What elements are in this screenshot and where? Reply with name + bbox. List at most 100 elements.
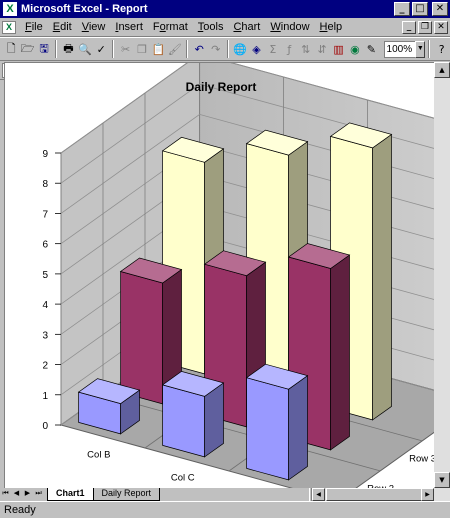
- maximize-button[interactable]: □: [412, 2, 428, 16]
- zoom-input[interactable]: 100%: [383, 40, 416, 58]
- next-sheet-icon[interactable]: ▶: [24, 489, 31, 497]
- menu-edit[interactable]: Edit: [52, 20, 72, 33]
- bar-side: [288, 375, 308, 481]
- open-folder-icon[interactable]: 🗁: [20, 41, 35, 55]
- y-tick-label: 3: [42, 330, 48, 341]
- office-assistant-icon[interactable]: ?: [438, 42, 445, 56]
- bar-top: [77, 378, 141, 404]
- y-tick-label: 5: [42, 270, 48, 281]
- print-preview-icon[interactable]: 🔍: [77, 42, 92, 56]
- bar: [161, 371, 225, 458]
- doc-close-button[interactable]: ✕: [434, 20, 448, 34]
- sort-ascending-icon[interactable]: ⇅: [301, 42, 311, 56]
- copy-icon[interactable]: ❐: [137, 42, 147, 56]
- document-icon[interactable]: X: [2, 20, 16, 34]
- bar-front: [120, 271, 163, 405]
- x-category-label: Col B: [87, 449, 110, 460]
- paste-function-icon[interactable]: ƒ: [287, 42, 292, 56]
- status-text: Ready: [4, 504, 36, 516]
- floor-divider: [102, 394, 381, 472]
- x-category-label: Col C: [171, 472, 195, 483]
- bar-top: [245, 129, 309, 156]
- cut-icon[interactable]: ✂: [121, 42, 131, 56]
- bar-top: [203, 250, 267, 277]
- format-painter-icon[interactable]: 🖌: [167, 42, 182, 56]
- series-depth-label: Row 3: [409, 453, 435, 464]
- standard-toolbar: 🗋 🗁 🖫 🖶 🔍 ✓ ✂ ❐ 📋 🖌 ↶ ↷ 🌐 ◈ Σ ƒ ⇅ ⇵ ▥ ◉ …: [0, 37, 450, 61]
- menu-window[interactable]: Window: [270, 20, 310, 33]
- doc-restore-button[interactable]: ❐: [418, 20, 432, 34]
- bar: [77, 378, 141, 435]
- y-tick-label: 0: [42, 421, 48, 432]
- bar-side: [372, 133, 392, 421]
- tab-daily-report[interactable]: Daily Report: [92, 488, 161, 501]
- menu-tools[interactable]: Tools: [197, 20, 224, 33]
- bar: [245, 363, 309, 481]
- bar-front: [162, 384, 205, 458]
- scroll-up-icon[interactable]: ▲: [434, 62, 450, 78]
- sheet-tabs: Chart1 Daily Report: [47, 488, 161, 501]
- sheet-tab-bar: ⏮ ◀ ▶ ⏭ Chart1 Daily Report ◀ ▶: [0, 488, 450, 501]
- last-sheet-icon[interactable]: ⏭: [35, 489, 42, 497]
- tab-chart1[interactable]: Chart1: [47, 488, 94, 501]
- new-file-icon[interactable]: 🗋: [6, 41, 16, 55]
- drawing-icon[interactable]: ✎: [366, 42, 376, 56]
- menu-format[interactable]: Format: [152, 20, 188, 33]
- y-tick-label: 4: [42, 300, 48, 311]
- bar-front: [246, 377, 289, 481]
- chart-title[interactable]: Daily Report: [186, 80, 257, 94]
- bar-top: [161, 136, 225, 163]
- horizontal-scroll-thumb[interactable]: [326, 488, 423, 501]
- autosum-icon[interactable]: Σ: [269, 42, 277, 56]
- paste-icon[interactable]: 📋: [151, 42, 166, 56]
- y-tick-label: 6: [42, 240, 48, 251]
- web-toolbar-icon[interactable]: ◈: [252, 42, 261, 56]
- map-icon[interactable]: ◉: [350, 42, 360, 56]
- insert-hyperlink-icon[interactable]: 🌐: [233, 42, 247, 56]
- chart-wizard-icon[interactable]: ▥: [333, 42, 344, 56]
- menu-bar: X File Edit View Insert Format Tools Cha…: [0, 18, 450, 37]
- scroll-left-icon[interactable]: ◀: [312, 488, 326, 501]
- bar-top: [119, 257, 183, 284]
- prev-sheet-icon[interactable]: ◀: [13, 489, 20, 497]
- bar-top: [161, 371, 225, 397]
- undo-icon[interactable]: ↶: [194, 42, 204, 56]
- redo-icon[interactable]: ↷: [211, 42, 221, 56]
- first-sheet-icon[interactable]: ⏮: [2, 489, 9, 497]
- bar-top: [287, 243, 351, 269]
- tab-split-handle[interactable]: [309, 488, 313, 501]
- bar-top: [329, 122, 393, 149]
- bar-top: [245, 363, 309, 390]
- bar: [119, 257, 183, 405]
- minimize-button[interactable]: _: [394, 2, 410, 16]
- close-button[interactable]: ✕: [432, 2, 448, 16]
- zoom-dropdown-icon[interactable]: ▼: [415, 40, 426, 58]
- sort-descending-icon[interactable]: ⇵: [317, 42, 327, 56]
- menu-insert[interactable]: Insert: [115, 20, 143, 33]
- bar-side: [330, 254, 350, 451]
- y-tick-label: 2: [42, 361, 48, 372]
- spelling-icon[interactable]: ✓: [96, 42, 106, 56]
- y-tick-label: 9: [42, 149, 48, 160]
- horizontal-scrollbar[interactable]: ◀ ▶: [312, 488, 450, 501]
- status-bar: Ready: [0, 501, 450, 518]
- title-bar: X Microsoft Excel - Report _ □ ✕: [0, 0, 450, 18]
- menu-view[interactable]: View: [81, 20, 106, 33]
- menu-chart[interactable]: Chart: [233, 20, 261, 33]
- scroll-down-icon[interactable]: ▼: [434, 472, 450, 488]
- excel-x-icon[interactable]: X: [3, 2, 17, 16]
- print-icon[interactable]: 🖶: [63, 41, 74, 55]
- doc-minimize-button[interactable]: _: [402, 20, 416, 34]
- y-tick-label: 1: [42, 391, 48, 402]
- scroll-right-icon[interactable]: ▶: [421, 488, 434, 501]
- y-tick-label: 8: [42, 179, 48, 190]
- vertical-scrollbar[interactable]: ▲ ▼: [434, 62, 450, 488]
- save-disk-icon[interactable]: 🖫: [39, 41, 49, 55]
- menu-file[interactable]: File: [25, 20, 43, 33]
- y-tick-label: 7: [42, 209, 48, 220]
- gridline: [60, 63, 435, 154]
- window-title: Microsoft Excel - Report: [21, 3, 148, 15]
- menu-help[interactable]: Help: [319, 20, 343, 33]
